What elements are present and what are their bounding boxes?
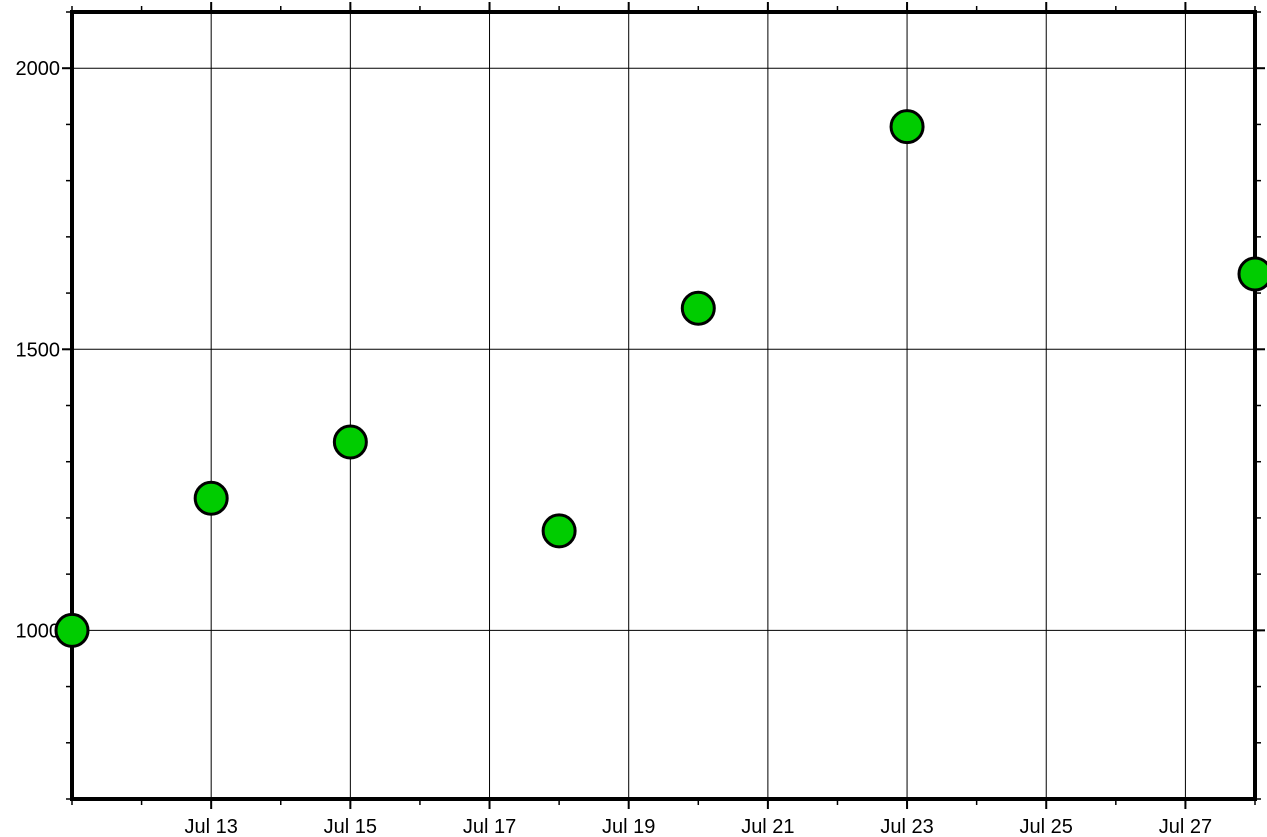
- x-tick-label: Jul 17: [463, 816, 516, 837]
- plot-frame: [70, 10, 1257, 801]
- x-tick-label: Jul 27: [1159, 816, 1212, 837]
- x-tick-label: Jul 21: [741, 816, 794, 837]
- minor-ticks: [66, 6, 1261, 805]
- grid-lines: [72, 12, 1255, 799]
- data-point: [332, 424, 368, 460]
- data-point: [680, 290, 716, 326]
- data-point: [193, 480, 229, 516]
- y-tick-label: 1000: [16, 620, 61, 642]
- data-point: [541, 513, 577, 549]
- y-tick-label: 2000: [16, 58, 61, 80]
- x-tick-label: Jul 15: [324, 816, 377, 837]
- y-tick-label: 1500: [16, 339, 61, 361]
- x-tick-labels: Jul 13 Jul 15 Jul 17 Jul 19 Jul 21 Jul 23 Jul …: [184, 816, 1212, 837]
- x-tick-label: Jul 25: [1020, 816, 1073, 837]
- y-tick-labels: 1000 1500 2000: [16, 58, 61, 642]
- data-points: [54, 109, 1267, 648]
- data-point: [889, 109, 925, 145]
- x-tick-label: Jul 19: [602, 816, 655, 837]
- x-tick-label: Jul 13: [184, 816, 237, 837]
- major-ticks: [62, 2, 1265, 809]
- data-point: [1237, 256, 1267, 292]
- x-tick-label: Jul 23: [880, 816, 933, 837]
- data-point: [54, 612, 90, 648]
